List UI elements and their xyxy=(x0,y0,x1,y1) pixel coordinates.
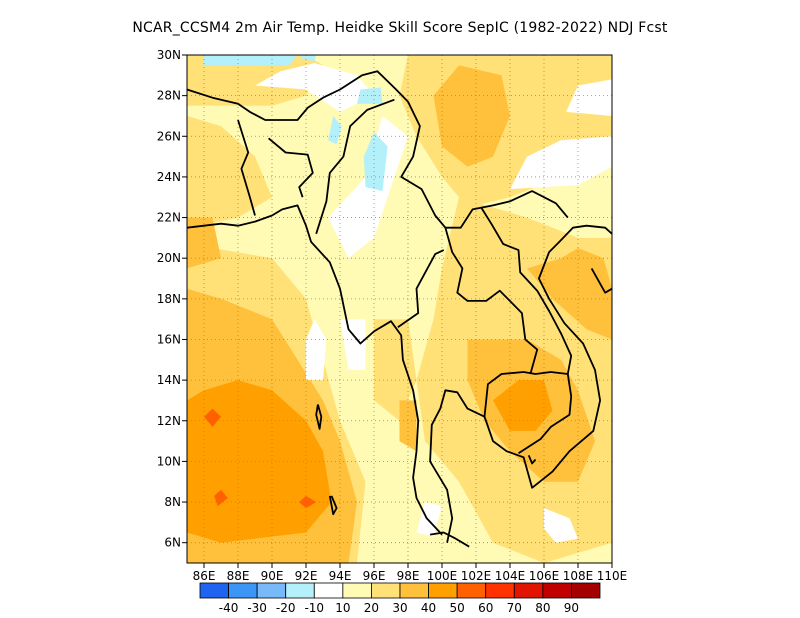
fill-himalaya-20 xyxy=(187,55,323,106)
fill-bay-white xyxy=(306,319,327,381)
x-tick-label: 94E xyxy=(329,569,352,583)
colorbar-swatch xyxy=(485,582,515,599)
fill-gulf-of-tonkin-30 xyxy=(527,248,612,340)
colorbar-label: 30 xyxy=(392,601,407,615)
latitude-ticks: 6N 8N 10N 12N 14N 16N 18N 20N 22N 24N 26N 28N 30N xyxy=(157,48,187,550)
colorbar-swatch xyxy=(399,582,429,599)
y-tick-label: 30N xyxy=(157,48,181,62)
border-laos-vietnam xyxy=(480,206,573,375)
x-tick-label: 104E xyxy=(495,569,526,583)
y-tick-label: 10N xyxy=(157,454,181,468)
fill-andaman-coast-20 xyxy=(374,319,417,421)
border-china-south xyxy=(187,70,569,229)
x-tick-label: 86E xyxy=(193,569,216,583)
fill-bay-50-a xyxy=(214,489,228,507)
fill-south-sea-white xyxy=(544,508,578,543)
longitude-ticks: 86E 88E 90E 92E 94E 96E 98E 100E 102E 104E 106E 108… xyxy=(193,563,628,583)
x-tick-label: 108E xyxy=(563,569,594,583)
y-tick-label: 24N xyxy=(157,170,181,184)
y-tick-label: 12N xyxy=(157,414,181,428)
border-myanmar-thailand xyxy=(397,249,445,329)
colorbar-swatch xyxy=(513,582,544,599)
x-tick-label: 102E xyxy=(461,569,492,583)
colorbar-label: 90 xyxy=(564,601,579,615)
colorbar-swatch xyxy=(428,582,458,599)
border-india-myanmar xyxy=(315,98,395,235)
x-tick-label: 96E xyxy=(363,569,386,583)
border-india-bangladesh-west xyxy=(237,119,256,216)
colorbar-swatch xyxy=(371,582,401,599)
x-tick-label: 92E xyxy=(295,569,318,583)
colorbar-label: 50 xyxy=(450,601,465,615)
fill-guangxi-white xyxy=(510,136,612,190)
y-tick-label: 26N xyxy=(157,129,181,143)
colorbar-swatch xyxy=(542,582,572,599)
y-tick-label: 14N xyxy=(157,373,181,387)
border-cambodia xyxy=(483,371,573,455)
x-tick-label: 90E xyxy=(261,569,284,583)
fill-isthmus-30 xyxy=(399,400,417,452)
colorbar-swatch xyxy=(285,582,315,599)
fill-hunan-white xyxy=(566,79,612,116)
fill-assam-white xyxy=(255,63,374,112)
colorbar-label: 70 xyxy=(507,601,522,615)
colorbar-label: -10 xyxy=(304,601,324,615)
fill-yunnan-30 xyxy=(433,65,510,167)
colorbar-label: -40 xyxy=(219,601,239,615)
colorbar-swatch xyxy=(228,582,258,599)
fill-tonle-sap-40 xyxy=(493,380,553,431)
colorbar-label: 40 xyxy=(421,601,436,615)
fill-tibet-cyan xyxy=(204,55,298,66)
colorbar-label: 20 xyxy=(364,601,379,615)
coastline-borders xyxy=(187,70,612,548)
colorbar-label: -20 xyxy=(276,601,296,615)
y-tick-label: 22N xyxy=(157,211,181,225)
fill-nagaland-cyan xyxy=(328,116,342,145)
border-thailand-malaysia xyxy=(429,531,470,548)
colorbar-label: 60 xyxy=(478,601,493,615)
chart-title: NCAR_CCSM4 2m Air Temp. Heidke Skill Sco… xyxy=(132,20,668,36)
fill-irrawaddy-white xyxy=(340,319,366,370)
lat-lon-grid xyxy=(187,55,612,563)
coast-andaman-islands xyxy=(315,404,323,430)
map-frame xyxy=(186,54,613,564)
border-bangladesh-east xyxy=(268,137,314,198)
colorbar: -40 -30 -20 -10 10 20 30 40 50 60 70 80 90 xyxy=(199,582,601,615)
y-tick-label: 16N xyxy=(157,332,181,346)
coast-indochina xyxy=(429,224,612,543)
y-tick-label: 20N xyxy=(157,251,181,265)
x-tick-label: 100E xyxy=(427,569,458,583)
colorbar-swatch xyxy=(571,582,601,599)
x-tick-label: 88E xyxy=(227,569,250,583)
colorbar-swatch xyxy=(313,582,344,599)
map-plot-area xyxy=(187,55,612,563)
colorbar-label: 10 xyxy=(335,601,350,615)
coast-nicobar-islands xyxy=(328,495,338,516)
fill-tibet-cyan-b xyxy=(300,55,317,62)
colorbar-label: -30 xyxy=(247,601,267,615)
border-laos-thailand xyxy=(444,227,539,375)
x-tick-label: 110E xyxy=(597,569,628,583)
colorbar-swatch xyxy=(456,582,487,599)
colorbar-swatch xyxy=(199,582,229,599)
y-tick-label: 28N xyxy=(157,89,181,103)
y-tick-label: 18N xyxy=(157,292,181,306)
y-tick-label: 8N xyxy=(164,495,181,509)
colorbar-label: 80 xyxy=(535,601,550,615)
colorbar-swatch xyxy=(342,582,372,599)
colorbar-swatch xyxy=(256,582,287,599)
y-tick-label: 6N xyxy=(164,536,181,550)
coast-phu-quoc xyxy=(527,454,537,465)
fill-sagaing-cyan xyxy=(363,132,388,192)
coast-hainan xyxy=(590,267,612,294)
fill-bay-50-c xyxy=(204,408,221,427)
x-tick-label: 98E xyxy=(397,569,420,583)
x-tick-label: 106E xyxy=(529,569,560,583)
coast-bay-of-bengal xyxy=(187,204,443,536)
fill-arunachal-cyan xyxy=(357,87,383,104)
